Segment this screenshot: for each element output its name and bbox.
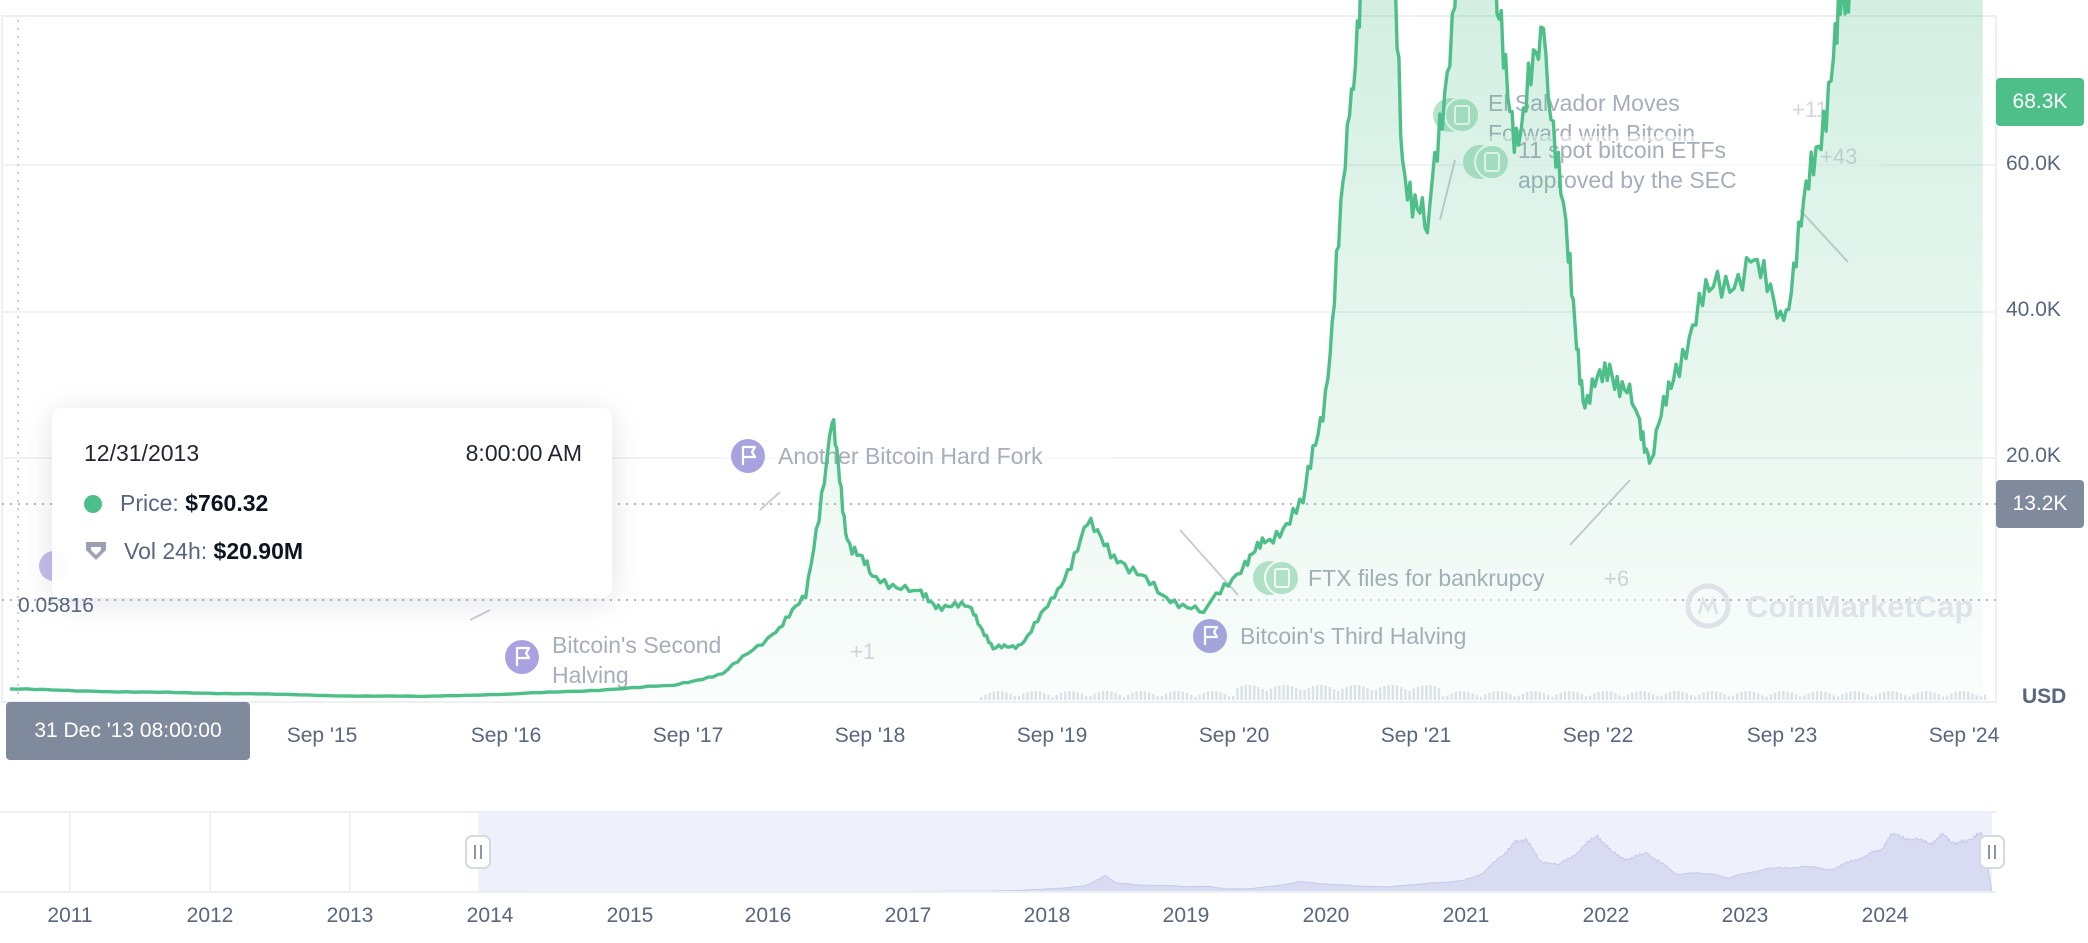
tooltip-volume-row: Vol 24h: $20.90M xyxy=(84,538,303,565)
tooltip-volume-label: Vol 24h: xyxy=(124,538,214,564)
navigator-year-label: 2014 xyxy=(467,904,514,927)
x-tick-label: Sep '17 xyxy=(653,724,724,747)
navigator-year-label: 2019 xyxy=(1163,904,1210,927)
navigator-year-label: 2020 xyxy=(1303,904,1350,927)
current-price-badge: 68.3K xyxy=(1996,78,2084,126)
x-tick-label: Sep '24 xyxy=(1929,724,2000,747)
navigator-year-label: 2016 xyxy=(745,904,792,927)
x-tick-label: Sep '15 xyxy=(287,724,358,747)
crosshair-date-badge: 31 Dec '13 08:00:00 xyxy=(6,702,250,760)
navigator-year-label: 2018 xyxy=(1024,904,1071,927)
navigator-left-handle[interactable] xyxy=(466,836,490,868)
x-tick-label: Sep '19 xyxy=(1017,724,1088,747)
crosshair-price-badge: 13.2K xyxy=(1996,480,2084,528)
x-tick-label: Sep '23 xyxy=(1747,724,1818,747)
event-title-line: El Salvador Moves xyxy=(1488,90,1680,116)
handle-grip xyxy=(466,836,490,868)
event-marker[interactable]: Another Bitcoin Hard Fork xyxy=(722,430,1112,510)
currency-label: USD xyxy=(2022,685,2066,708)
y-tick-label: 40.0K xyxy=(2006,298,2061,321)
price-dot-icon xyxy=(84,495,102,513)
navigator-year-label: 2013 xyxy=(327,904,374,927)
tooltip-date: 12/31/2013 xyxy=(84,440,199,467)
handle-grip xyxy=(1980,836,2004,868)
tooltip-price-label: Price: xyxy=(120,490,185,516)
tooltip-price-value: $760.32 xyxy=(185,490,268,516)
navigator-year-label: 2017 xyxy=(885,904,932,927)
event-title-line: Halving xyxy=(552,662,629,688)
navigator-year-label: 2021 xyxy=(1443,904,1490,927)
navigator-right-handle[interactable] xyxy=(1980,836,2004,868)
volume-bar xyxy=(1984,694,1986,700)
watermark-text: CoinMarketCap xyxy=(1746,589,1973,624)
event-title-line: Bitcoin's Second xyxy=(552,632,721,658)
navigator-year-label: 2012 xyxy=(187,904,234,927)
x-tick-label: Sep '20 xyxy=(1199,724,1270,747)
y-tick-label: 20.0K xyxy=(2006,444,2061,467)
tooltip-time: 8:00:00 AM xyxy=(466,440,582,467)
navigator-year-label: 2024 xyxy=(1862,904,1909,927)
x-tick-label: Sep '18 xyxy=(835,724,906,747)
event-leader-line xyxy=(760,492,780,510)
y-tick-label: 60.0K xyxy=(2006,152,2061,175)
range-navigator[interactable]: 2011 2012 2013 2014 2015 2016 2017 2018 2019 2020… xyxy=(0,812,2004,927)
event-title-line: Another Bitcoin Hard Fork xyxy=(778,443,1043,469)
navigator-year-label: 2011 xyxy=(47,904,92,927)
navigator-year-label: 2015 xyxy=(607,904,654,927)
navigator-year-label: 2022 xyxy=(1583,904,1630,927)
chart-tooltip: 12/31/2013 8:00:00 AM Price: $760.32 Vol… xyxy=(52,408,612,598)
x-tick-label: Sep '16 xyxy=(471,724,542,747)
event-leader-line xyxy=(470,610,490,620)
x-tick-label: Sep '22 xyxy=(1563,724,1634,747)
volume-shield-icon xyxy=(84,540,108,562)
navigator-year-label: 2023 xyxy=(1722,904,1769,927)
tooltip-volume-value: $20.90M xyxy=(214,538,304,564)
tooltip-price-row: Price: $760.32 xyxy=(84,490,268,517)
x-tick-label: Sep '21 xyxy=(1381,724,1452,747)
